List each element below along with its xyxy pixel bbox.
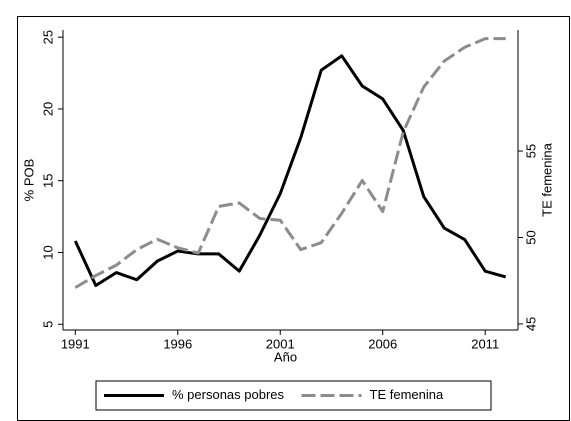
x-axis-label: Año [274,349,297,364]
legend-label: TE femenina [370,387,444,402]
x-tick-label: 1996 [163,336,192,351]
y-axis-label: % POB [21,159,36,202]
y-tick-label: 10 [40,245,55,259]
y-tick-label: 25 [40,30,55,44]
x-tick-label: 2011 [471,336,499,351]
x-tick-label: 2006 [368,336,397,351]
y2-tick-label: 45 [523,317,538,331]
y2-tick-label: 55 [523,144,538,158]
x-tick-label: 2001 [266,336,295,351]
x-tick-label: 1991 [61,336,90,351]
y-tick-label: 15 [40,173,55,187]
y2-axis-label: TE femenina [539,142,554,216]
series-line [74,37,506,289]
y-tick-label: 20 [40,102,55,116]
y-tick-label: 5 [40,321,55,328]
y2-tick-label: 50 [523,230,538,244]
legend-label: % personas pobres [172,387,285,402]
series-line [73,54,507,288]
